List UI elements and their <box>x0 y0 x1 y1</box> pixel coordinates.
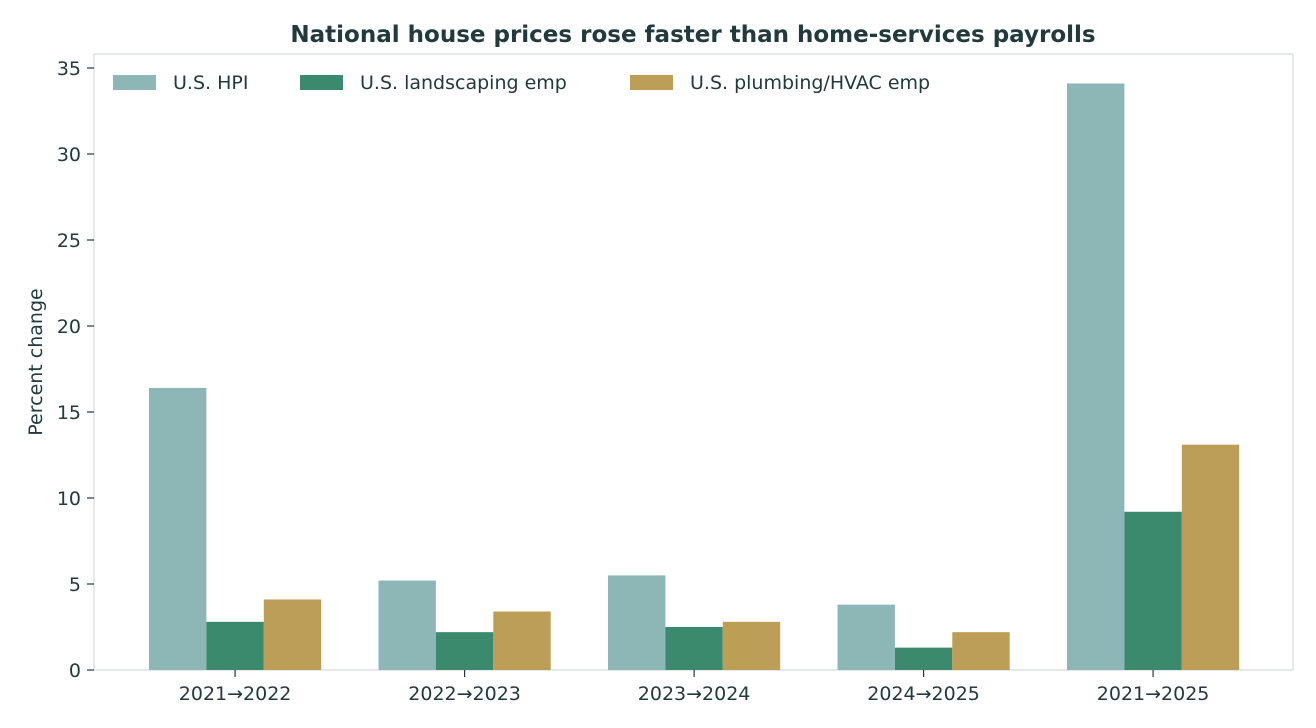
y-axis-ticks: 0 5 10 15 20 25 30 35 <box>57 58 94 682</box>
x-axis-ticks: 2021→2022 2022→2023 2023→2024 2024→2025 2021… <box>179 670 1210 705</box>
bar <box>149 387 207 670</box>
legend-swatch <box>300 75 343 90</box>
y-tick-label: 0 <box>69 660 81 682</box>
legend-label: U.S. HPI <box>173 72 248 94</box>
legend-label: U.S. landscaping emp <box>360 72 567 94</box>
bar <box>263 599 322 670</box>
x-tick-label: 2024→2025 <box>867 683 980 705</box>
legend-swatch <box>630 75 673 90</box>
bar <box>837 604 895 670</box>
bar <box>1067 83 1125 671</box>
bar <box>1181 444 1240 670</box>
legend: U.S. HPI U.S. landscaping emp U.S. plumbin… <box>113 72 930 94</box>
y-tick-label: 20 <box>57 316 81 338</box>
y-axis-label: Percent change <box>25 288 47 435</box>
bar <box>608 575 666 670</box>
chart-title: National house prices rose faster than h… <box>290 22 1095 48</box>
bar <box>952 632 1010 670</box>
y-tick-label: 35 <box>57 58 81 80</box>
y-tick-label: 5 <box>69 574 81 596</box>
bar <box>435 632 494 670</box>
y-tick-label: 25 <box>57 230 81 252</box>
legend-swatch <box>113 75 156 90</box>
bar <box>378 580 436 670</box>
x-tick-label: 2021→2022 <box>179 683 292 705</box>
legend-label: U.S. plumbing/HVAC emp <box>690 72 930 94</box>
bar <box>1124 511 1182 670</box>
y-tick-label: 10 <box>57 488 81 510</box>
bar <box>722 621 781 670</box>
bar <box>894 647 953 670</box>
y-tick-label: 30 <box>57 144 81 166</box>
x-tick-label: 2023→2024 <box>638 683 751 705</box>
bar <box>206 621 264 670</box>
y-tick-label: 15 <box>57 402 81 424</box>
bar <box>665 627 723 670</box>
x-tick-label: 2021→2025 <box>1097 683 1210 705</box>
bar <box>493 611 551 670</box>
x-tick-label: 2022→2023 <box>408 683 521 705</box>
bars-group <box>149 83 1240 671</box>
